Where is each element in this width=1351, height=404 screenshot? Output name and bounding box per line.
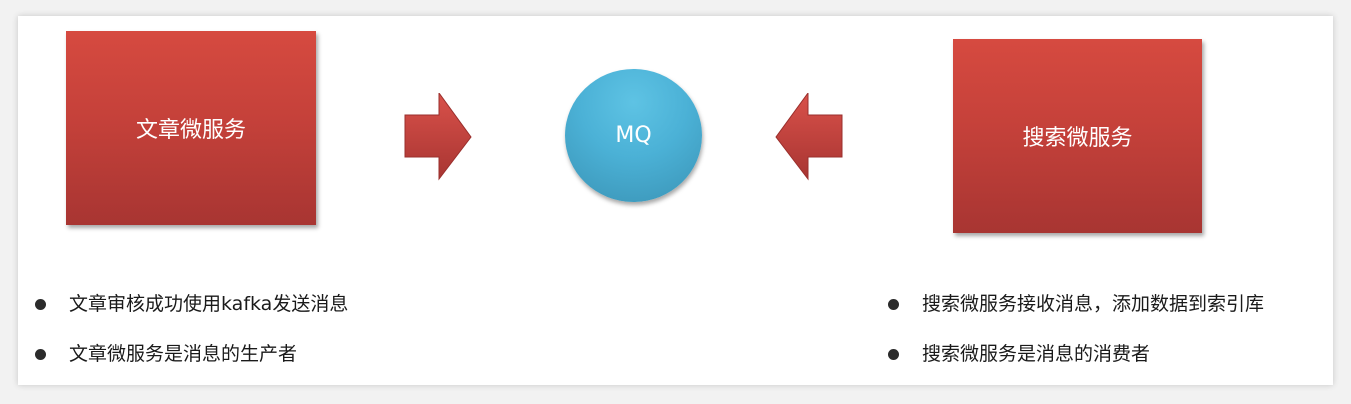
bullet-icon (888, 299, 899, 310)
consumer-service-box: 搜索微服务 (953, 39, 1202, 233)
mq-label: MQ (615, 123, 652, 148)
producer-service-label: 文章微服务 (135, 118, 246, 143)
right-arrow-icon (404, 93, 472, 181)
bullet-icon (35, 349, 46, 360)
mq-broker-circle: MQ (565, 69, 702, 202)
left-arrow-icon (775, 93, 843, 181)
producer-service-box: 文章微服务 (66, 31, 316, 225)
producer-notes-list: 文章审核成功使用kafka发送消息 文章微服务是消息的生产者 (35, 292, 348, 392)
list-item: 搜索微服务接收消息，添加数据到索引库 (888, 292, 1264, 317)
list-item: 文章审核成功使用kafka发送消息 (35, 292, 348, 317)
consumer-service-label: 搜索微服务 (1022, 126, 1133, 151)
note-text: 文章微服务是消息的生产者 (69, 343, 298, 365)
consumer-notes-list: 搜索微服务接收消息，添加数据到索引库 搜索微服务是消息的消费者 (888, 292, 1264, 392)
note-text: 文章审核成功使用kafka发送消息 (69, 293, 349, 315)
bullet-icon (888, 349, 899, 360)
list-item: 文章微服务是消息的生产者 (35, 342, 348, 367)
note-text: 搜索微服务接收消息，添加数据到索引库 (922, 293, 1265, 315)
list-item: 搜索微服务是消息的消费者 (888, 342, 1264, 367)
note-text: 搜索微服务是消息的消费者 (922, 343, 1151, 365)
bullet-icon (35, 299, 46, 310)
